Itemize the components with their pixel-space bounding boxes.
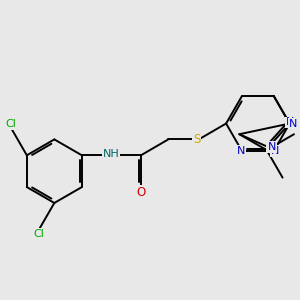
Text: N: N: [286, 118, 294, 128]
Text: Cl: Cl: [5, 119, 16, 129]
Text: N: N: [237, 146, 245, 156]
Text: O: O: [136, 186, 146, 199]
Text: N: N: [267, 142, 276, 152]
Text: N: N: [271, 146, 279, 156]
Text: Cl: Cl: [33, 229, 44, 239]
Text: N: N: [289, 118, 298, 128]
Text: S: S: [193, 133, 200, 146]
Text: NH: NH: [103, 149, 119, 159]
